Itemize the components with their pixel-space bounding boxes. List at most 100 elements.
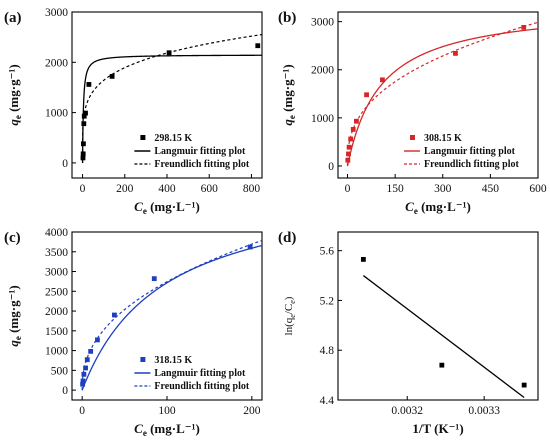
y-tick-label: 4000 bbox=[45, 227, 68, 239]
data-point bbox=[453, 50, 458, 56]
panel-d: (d) 0.0032 0.0033 4.4 4.8 5.2 5.6 1/T (K⁻¹) ln(q… bbox=[278, 230, 539, 436]
legend-freundlich-label: Freundlich fitting plot bbox=[424, 159, 519, 170]
data-point bbox=[348, 136, 354, 142]
data-point bbox=[166, 50, 172, 56]
x-tick-label: 100 bbox=[158, 405, 176, 417]
data-point bbox=[360, 256, 366, 262]
x-tick-label: 0.0033 bbox=[468, 405, 500, 417]
langmuir-fit-curve bbox=[81, 54, 262, 163]
y-tick-label: 3000 bbox=[311, 17, 334, 29]
y-tick-label: 1500 bbox=[45, 326, 68, 338]
x-tick-label: 0.0032 bbox=[391, 405, 423, 417]
freundlich-fit-curve bbox=[346, 21, 538, 166]
y-tick-label: 1000 bbox=[45, 346, 68, 358]
data-point bbox=[81, 371, 87, 377]
legend-points-label: 298.15 K bbox=[154, 133, 192, 144]
panel-label: (b) bbox=[278, 10, 296, 26]
freundlich-fit-curve bbox=[81, 239, 262, 391]
legend-points-label: 318.15 K bbox=[154, 355, 192, 366]
x-axis-label: 1/T (K⁻¹) bbox=[412, 421, 463, 436]
data-point bbox=[345, 157, 351, 163]
data-point bbox=[81, 121, 87, 127]
data-point bbox=[83, 365, 88, 371]
y-axis-label: qe (mg·g⁻¹) bbox=[6, 285, 23, 346]
panel-c: (c)0 100 200050010001500200025003000350040… bbox=[4, 227, 263, 438]
freundlich-fit-curve bbox=[81, 33, 262, 163]
data-point bbox=[521, 382, 527, 388]
y-tick-label: 0 bbox=[328, 161, 334, 173]
x-tick-label: 600 bbox=[201, 183, 219, 195]
data-point bbox=[109, 73, 115, 79]
data-point bbox=[354, 118, 359, 124]
x-tick-label: 450 bbox=[482, 183, 500, 195]
langmuir-fit-curve bbox=[81, 244, 262, 391]
data-point bbox=[151, 276, 157, 282]
linear-fit-line bbox=[362, 275, 525, 399]
data-point bbox=[86, 82, 92, 87]
legend-points-label: 308.15 K bbox=[424, 133, 462, 144]
data-point bbox=[95, 337, 100, 343]
data-point bbox=[88, 348, 94, 354]
y-tick-label: 0 bbox=[62, 158, 68, 170]
x-tick-label: 200 bbox=[243, 405, 261, 417]
plot-frame bbox=[337, 231, 539, 401]
y-tick-label: 1000 bbox=[45, 108, 68, 120]
x-tick-label: 150 bbox=[387, 183, 405, 195]
y-tick-label: 3000 bbox=[45, 267, 68, 279]
data-point bbox=[439, 362, 445, 368]
y-axis-label: qe (mg·g⁻¹) bbox=[6, 64, 23, 125]
x-tick-label: 300 bbox=[434, 183, 452, 195]
data-point bbox=[80, 151, 86, 157]
panel-label: (a) bbox=[4, 10, 22, 26]
panel-b: (b) 0 150 300 450 600 0 1000 2000 3000 Ce (mg·L⁻¹)… bbox=[278, 10, 547, 216]
legend-langmuir-label: Langmuir fitting plot bbox=[154, 146, 246, 157]
y-axis-label: qe (mg·g⁻¹) bbox=[280, 64, 297, 125]
legend-marker bbox=[140, 135, 146, 140]
data-point bbox=[80, 378, 86, 384]
legend-marker bbox=[140, 357, 146, 362]
panel-label: (c) bbox=[4, 230, 21, 246]
panel-a: (a) 0 200 400 600 800 0 1000 2000 3000 Ce (mg·L⁻¹)… bbox=[4, 7, 263, 216]
data-point bbox=[84, 357, 90, 363]
data-point bbox=[80, 155, 86, 161]
data-point bbox=[346, 144, 352, 150]
legend-freundlich-label: Freundlich fitting plot bbox=[154, 159, 249, 170]
plot-frame bbox=[337, 11, 539, 179]
x-tick-label: 600 bbox=[529, 183, 547, 195]
y-tick-label: 1000 bbox=[311, 113, 334, 125]
x-tick-label: 200 bbox=[116, 183, 134, 195]
y-tick-label: 4.8 bbox=[320, 345, 335, 357]
legend-langmuir-label: Langmuir fitting plot bbox=[154, 368, 246, 379]
y-tick-label: 2500 bbox=[45, 286, 68, 298]
data-point bbox=[346, 151, 351, 157]
x-axis-label: Ce (mg·L⁻¹) bbox=[134, 421, 200, 438]
legend-freundlich-label: Freundlich fitting plot bbox=[154, 381, 249, 392]
data-point bbox=[255, 43, 261, 49]
y-tick-label: 5.2 bbox=[320, 295, 335, 307]
y-tick-label: 4.4 bbox=[320, 395, 335, 407]
x-axis-label: Ce (mg·L⁻¹) bbox=[405, 199, 471, 216]
y-tick-label: 500 bbox=[51, 365, 69, 377]
data-point bbox=[380, 77, 385, 83]
y-tick-label: 2000 bbox=[45, 57, 68, 69]
data-point bbox=[80, 381, 86, 387]
y-axis-label: ln(qe/Ce) bbox=[283, 296, 297, 335]
data-point bbox=[112, 312, 117, 318]
y-tick-label: 5.6 bbox=[320, 246, 335, 258]
y-tick-label: 3000 bbox=[45, 7, 68, 19]
data-point bbox=[81, 113, 87, 119]
x-axis-label: Ce (mg·L⁻¹) bbox=[134, 199, 200, 216]
x-tick-label: 800 bbox=[243, 183, 261, 195]
data-point bbox=[350, 127, 356, 132]
data-point bbox=[247, 244, 253, 250]
x-tick-label: 0 bbox=[79, 405, 85, 417]
y-tick-label: 0 bbox=[62, 385, 68, 397]
x-tick-label: 400 bbox=[158, 183, 176, 195]
x-tick-label: 0 bbox=[345, 183, 351, 195]
y-tick-label: 2000 bbox=[45, 306, 68, 318]
legend-langmuir-label: Langmuir fitting plot bbox=[424, 146, 516, 157]
y-tick-label: 2000 bbox=[311, 65, 334, 77]
data-point bbox=[81, 141, 86, 147]
x-tick-label: 0 bbox=[80, 183, 86, 195]
